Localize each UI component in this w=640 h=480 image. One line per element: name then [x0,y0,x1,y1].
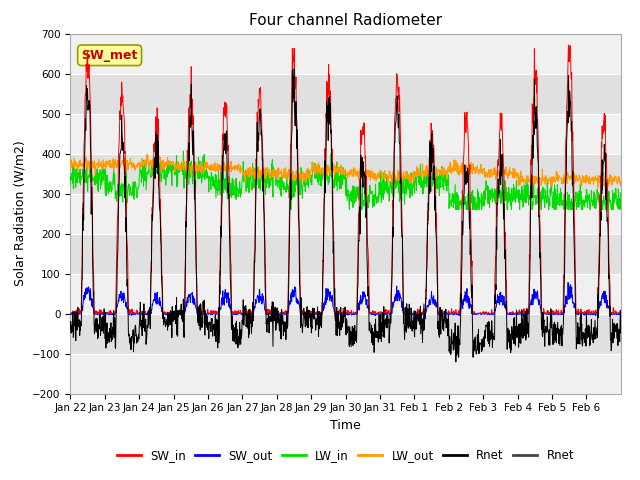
Line: LW_in: LW_in [70,151,621,210]
SW_out [127,313,135,319]
LW_out [594,185,602,191]
SW_out [153,301,161,307]
SW_out [611,312,618,317]
Bar [70,73,621,114]
SW_out [332,311,339,316]
LW_out [67,164,74,169]
Rnet [332,317,339,323]
Rnet [557,324,564,330]
Rnet [611,335,618,341]
LW_in [287,207,295,213]
LW_in [321,177,329,182]
Line: LW_out: LW_out [70,155,621,188]
LW_out [332,163,339,169]
LW_in [617,205,625,211]
LW_in [152,167,160,173]
Rnet [291,66,298,72]
Rnet [476,340,484,346]
Bar [70,234,621,274]
Rnet [152,165,160,170]
SW_in [617,308,625,314]
Text: SW_met: SW_met [81,49,138,62]
LW_out [617,183,625,189]
Rnet [67,326,74,332]
Bar [70,114,621,154]
SW_in [476,311,483,316]
X-axis label: Time: Time [330,419,361,432]
Line: SW_out: SW_out [70,283,621,316]
Bar [70,274,621,313]
SW_in [321,178,328,184]
Title: Four channel Radiometer: Four channel Radiometer [249,13,442,28]
LW_out [143,152,150,157]
Bar [70,193,621,234]
LW_in [332,169,340,175]
SW_out [617,310,625,315]
Legend: SW_in, SW_out, LW_in, LW_out, Rnet, Rnet: SW_in, SW_out, LW_in, LW_out, Rnet, Rnet [113,444,579,467]
Bar [70,354,621,394]
Bar [70,154,621,193]
LW_out [556,175,564,181]
LW_in [611,200,618,206]
Rnet [617,330,625,336]
SW_in [152,141,160,146]
SW_in [564,42,572,48]
LW_out [321,168,329,174]
LW_in [476,201,484,206]
Rnet [321,158,329,164]
Bar [70,34,621,73]
SW_in [556,311,564,316]
SW_out [556,311,564,317]
SW_in [331,307,339,313]
Rnet [452,359,460,365]
Line: SW_in: SW_in [70,45,621,313]
Line: Rnet: Rnet [70,69,621,362]
Y-axis label: Solar Radiation (W/m2): Solar Radiation (W/m2) [13,141,27,287]
SW_in [610,311,618,316]
LW_out [611,175,618,180]
LW_out [153,164,161,169]
SW_out [67,311,74,317]
LW_out [476,168,483,174]
SW_in [67,311,74,316]
SW_out [476,311,483,316]
LW_in [179,148,187,154]
Bar [70,313,621,354]
LW_in [67,181,74,187]
SW_out [564,280,572,286]
SW_out [321,298,329,303]
LW_in [557,185,564,191]
